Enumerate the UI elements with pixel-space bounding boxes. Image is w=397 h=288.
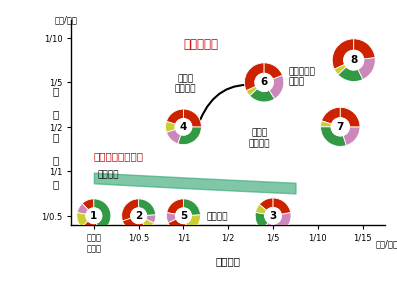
Wedge shape [143,219,154,231]
Wedge shape [320,127,346,146]
Wedge shape [139,199,156,215]
Wedge shape [343,127,360,145]
Wedge shape [166,213,176,223]
Text: 8: 8 [350,55,357,65]
Wedge shape [81,221,99,233]
Circle shape [175,119,192,135]
Wedge shape [354,39,375,59]
Circle shape [131,208,146,223]
Wedge shape [245,63,264,91]
Text: 頻: 頻 [53,156,59,166]
Text: 4: 4 [180,122,187,132]
Text: 山野草
多年生）: 山野草 多年生） [249,129,270,148]
Circle shape [331,118,349,136]
Wedge shape [183,199,200,215]
Text: 7: 7 [337,122,344,132]
Text: 6: 6 [260,77,268,87]
Wedge shape [264,63,282,79]
Wedge shape [256,204,267,214]
Wedge shape [358,58,375,79]
Wedge shape [273,198,291,214]
Wedge shape [166,121,175,132]
Wedge shape [178,127,201,145]
Text: （回/年）: （回/年） [376,239,397,248]
Wedge shape [322,107,340,124]
Wedge shape [255,213,268,230]
Text: 刈: 刈 [53,86,59,96]
Text: 遷移コントロール: 遷移コントロール [94,151,143,161]
Text: 山野草
一年生）: 山野草 一年生） [175,74,197,94]
Text: 5: 5 [180,211,187,221]
Text: 界地雑草: 界地雑草 [206,212,228,221]
Wedge shape [167,199,183,214]
Wedge shape [122,218,147,233]
Wedge shape [338,67,363,82]
Wedge shape [185,215,200,232]
Wedge shape [259,198,273,211]
X-axis label: 耕耳頻度: 耕耳頻度 [216,256,241,266]
Wedge shape [166,109,183,124]
Wedge shape [340,107,360,127]
Text: 度: 度 [53,179,59,189]
Wedge shape [77,213,88,227]
Wedge shape [269,75,284,99]
Text: 1: 1 [90,211,98,221]
Text: い: い [53,132,59,143]
Text: 木本生植物
の侵入: 木本生植物 の侵入 [289,67,316,87]
Wedge shape [94,199,111,232]
Wedge shape [334,64,347,75]
Wedge shape [77,203,89,214]
Wedge shape [146,215,156,223]
Text: 払: 払 [53,109,59,120]
Circle shape [265,208,281,224]
Text: 遷移の進行: 遷移の進行 [184,38,219,51]
Wedge shape [320,121,331,127]
Wedge shape [250,88,275,102]
Wedge shape [168,219,188,233]
Text: （回/年）: （回/年） [55,16,77,25]
Wedge shape [82,199,94,210]
Circle shape [255,73,273,91]
Text: 水田雑草: 水田雑草 [97,170,119,179]
Wedge shape [166,129,181,144]
Circle shape [175,208,191,223]
Circle shape [86,208,102,223]
Wedge shape [262,213,291,234]
Text: 3: 3 [270,211,277,221]
Wedge shape [246,86,258,96]
Text: 2: 2 [135,211,142,221]
Wedge shape [121,199,139,221]
Wedge shape [332,39,354,69]
Wedge shape [183,109,201,127]
Circle shape [344,50,364,70]
